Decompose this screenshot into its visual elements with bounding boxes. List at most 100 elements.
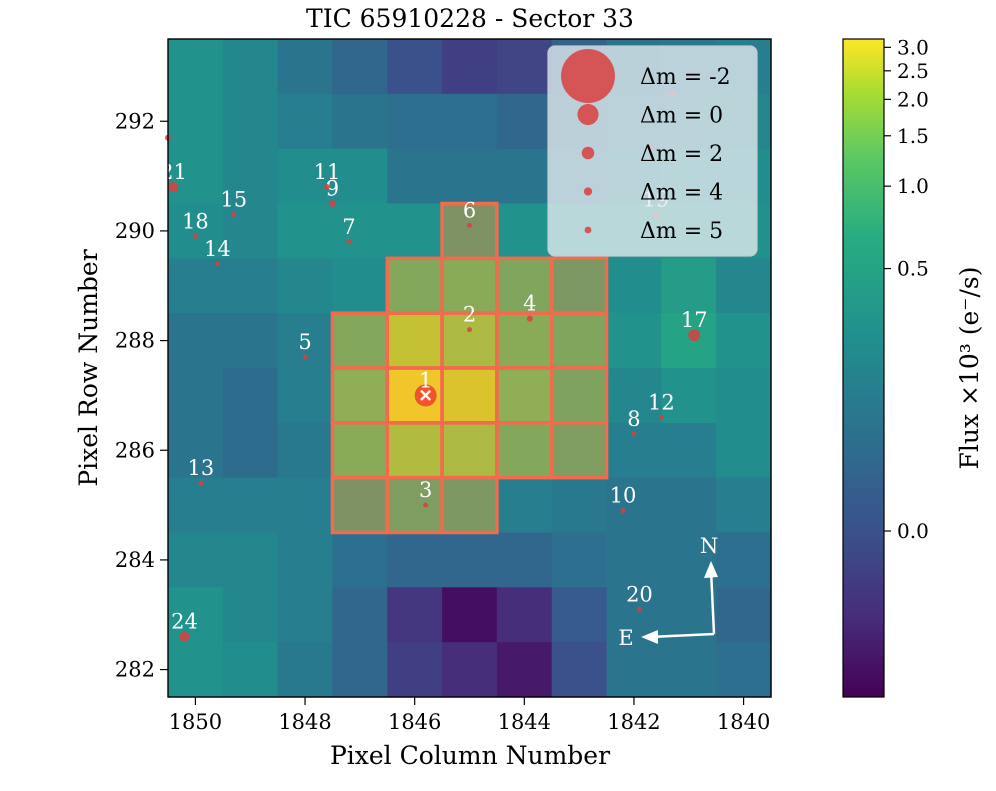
star-dot [620, 508, 626, 514]
flux-pixel [551, 258, 608, 314]
aperture-outline-layer [330, 201, 609, 535]
flux-pixel [168, 587, 224, 643]
x-tick-label: 1848 [278, 710, 331, 734]
star-label: 9 [326, 177, 339, 201]
flux-pixel [496, 368, 553, 424]
colorbar-tick-label: 0.0 [897, 519, 929, 543]
y-tick-label: 282 [115, 658, 155, 682]
y-tick-label: 286 [115, 438, 155, 462]
aperture-pixel [442, 422, 497, 478]
compass-north-arrow [709, 569, 716, 635]
flux-pixel [168, 258, 224, 314]
flux-pixel [551, 477, 608, 534]
x-tick-label: 1840 [717, 710, 770, 734]
flux-pixel [387, 422, 443, 479]
flux-pixel [168, 532, 224, 588]
aperture-pixel [496, 258, 552, 314]
flux-pixel [716, 368, 772, 424]
flux-pixel [387, 642, 443, 698]
flux-pixel [387, 258, 443, 314]
compass-north-label: N [700, 534, 718, 558]
flux-pixel [442, 148, 498, 205]
star-label: 20 [626, 582, 653, 606]
legend-entry: Δm = 4 [640, 181, 723, 206]
flux-pixel [332, 477, 388, 534]
star-dot [688, 329, 701, 342]
east-arrowhead [641, 630, 658, 644]
aperture-pixel-outline [440, 475, 499, 535]
aperture-pixel [387, 477, 443, 533]
flux-pixel [168, 148, 224, 205]
legend-entry: Δm = 5 [640, 219, 723, 244]
flux-pixel [496, 422, 553, 479]
star-label: 18 [182, 209, 209, 233]
star-label: 11 [314, 160, 341, 184]
flux-pixel [222, 39, 279, 95]
aperture-pixel [387, 258, 443, 314]
flux-pixel [442, 203, 498, 259]
flux-pixel [661, 422, 717, 479]
colorbar-label: Flux ×10³ (e⁻/s) [955, 267, 984, 470]
flux-pixel [496, 532, 553, 588]
flux-pixel [332, 313, 388, 369]
flux-pixel [332, 587, 388, 643]
y-tick-label: 290 [115, 219, 155, 243]
star-dot [526, 315, 533, 322]
flux-pixel [332, 93, 388, 150]
flux-pixel [277, 477, 334, 534]
flux-pixel [661, 642, 717, 698]
aperture-pixel [387, 422, 443, 478]
aperture-pixel [496, 422, 552, 478]
flux-pixel [222, 642, 279, 698]
flux-pixel [496, 148, 553, 205]
star-dot [658, 414, 664, 420]
flux-pixel [606, 642, 662, 698]
legend-marker [577, 103, 599, 126]
flux-pixel [551, 532, 608, 588]
star-dot [192, 233, 198, 239]
flux-pixel [387, 39, 443, 95]
flux-pixel [661, 477, 717, 534]
flux-pixel [606, 532, 662, 588]
flux-pixel [496, 203, 553, 259]
flux-pixel [222, 93, 279, 150]
star-label: 12 [648, 390, 675, 414]
star-dot [631, 431, 637, 437]
aperture-pixel [442, 258, 497, 314]
legend-entry: Δm = 0 [640, 104, 723, 129]
flux-pixel [277, 368, 334, 424]
aperture-pixel [332, 422, 388, 478]
star-label: 8 [627, 407, 640, 431]
legend-entry: Δm = -2 [640, 65, 731, 90]
x-axis: 1850 1848 1846 1844 1842 1840 [169, 697, 770, 734]
flux-pixel [496, 642, 553, 698]
flux-pixel [496, 313, 553, 369]
flux-pixel [332, 368, 388, 424]
y-tick-label: 284 [115, 548, 155, 572]
flux-pixel [387, 313, 443, 369]
flux-pixel [222, 587, 279, 643]
flux-pixel [222, 258, 279, 314]
star-label: 7 [342, 215, 355, 239]
flux-pixel [442, 422, 498, 479]
flux-pixel [387, 93, 443, 150]
y-tick-label: 288 [115, 329, 155, 353]
chart-title: TIC 65910228 - Sector 33 [306, 4, 634, 33]
colorbar-tick-label: 3.0 [897, 35, 929, 59]
north-arrowhead [704, 561, 718, 578]
y-axis-label: Pixel Row Number [74, 249, 103, 486]
star-dot [214, 261, 220, 267]
flux-pixel [551, 368, 608, 424]
aperture-pixel [442, 477, 497, 533]
aperture-pixel [442, 203, 497, 259]
star-dot [231, 211, 237, 217]
aperture-pixel [332, 313, 388, 368]
flux-pixel [222, 422, 279, 479]
x-tick-label: 1842 [607, 710, 660, 734]
flux-pixel [496, 587, 553, 643]
flux-pixel [496, 39, 553, 95]
colorbar-tick-label: 0.5 [897, 257, 929, 281]
star-label: 24 [171, 610, 198, 634]
flux-pixel [222, 313, 279, 369]
colorbar [842, 38, 885, 698]
